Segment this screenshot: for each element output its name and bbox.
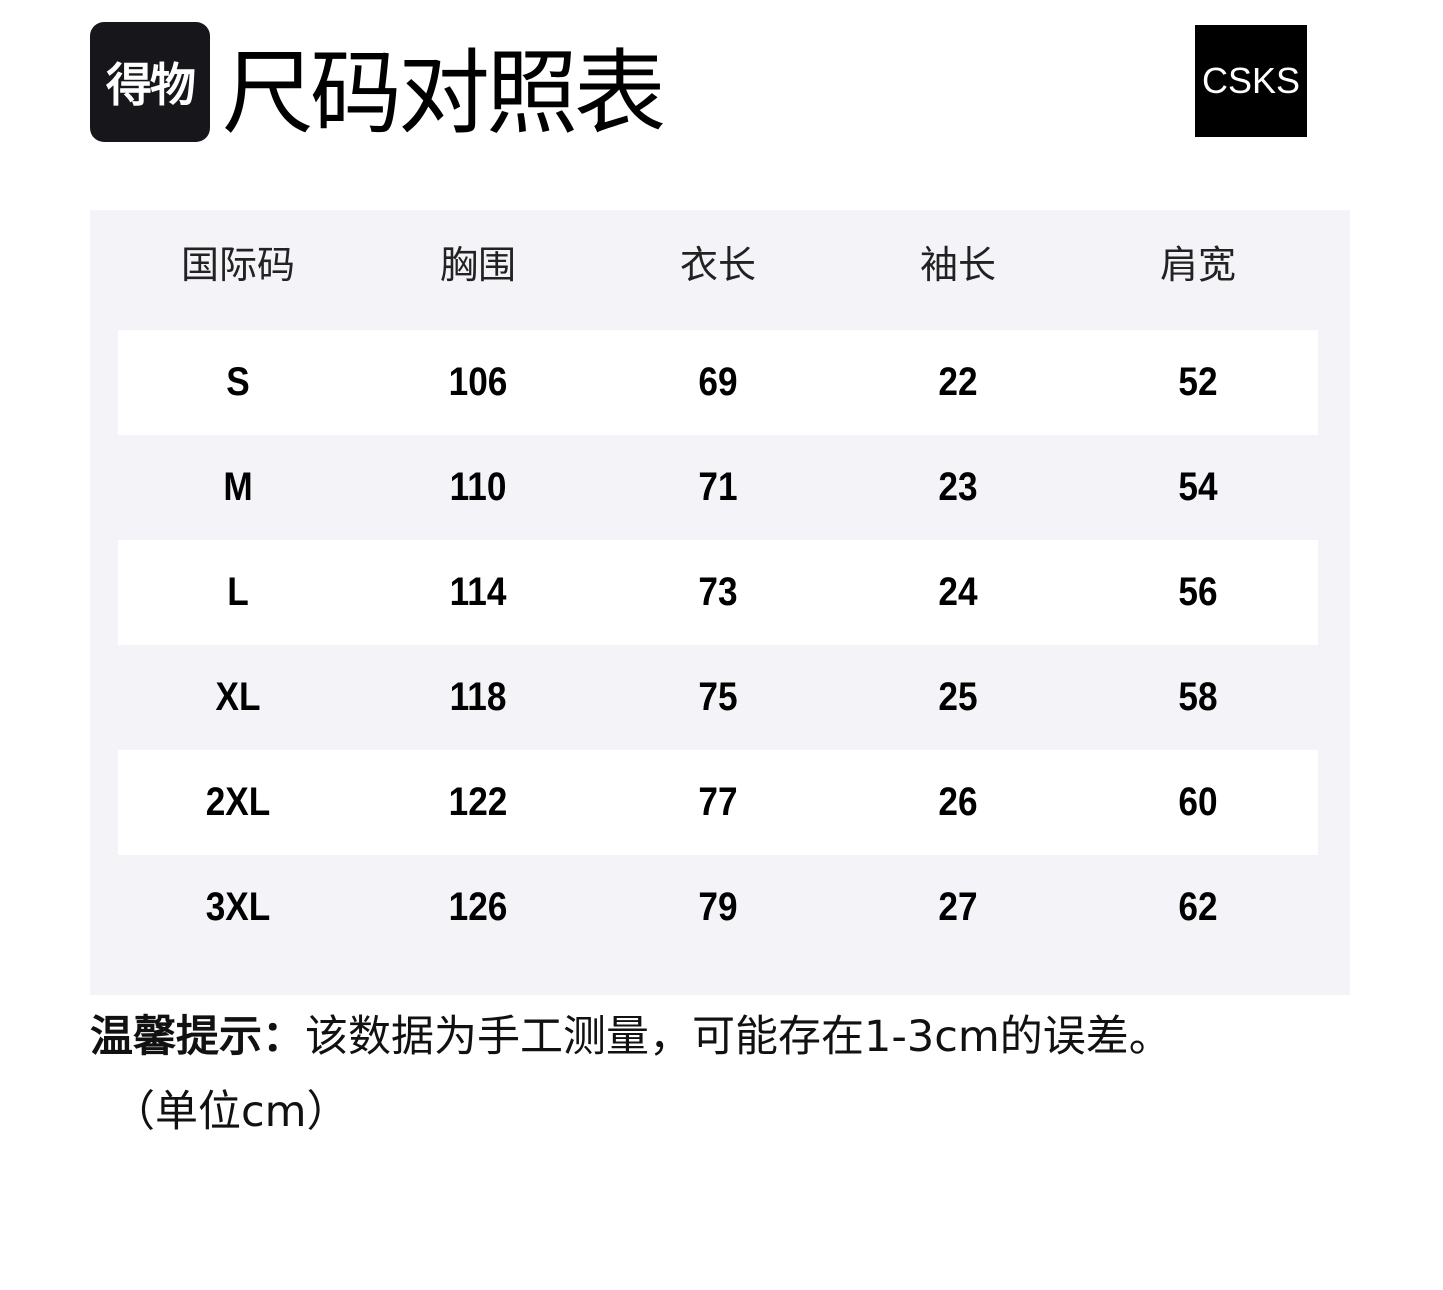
table-cell: 69 <box>698 360 738 404</box>
table-cell: 3XL <box>205 885 271 929</box>
table-cell: 79 <box>698 885 738 929</box>
table-cell: 23 <box>938 465 978 509</box>
table-cell: 25 <box>938 675 978 719</box>
brand-logo: CSKS <box>1195 25 1307 137</box>
column-header: 肩宽 <box>1159 243 1236 287</box>
tip-text: 该数据为手工测量，可能存在1-3cm的误差。 <box>305 1012 1172 1062</box>
table-cell: 54 <box>1178 465 1218 509</box>
table-cell: 126 <box>448 885 508 929</box>
table-cell: 71 <box>698 465 738 509</box>
column-header: 袖长 <box>919 243 996 287</box>
table-cell: 73 <box>698 570 738 614</box>
column-header: 国际码 <box>180 243 295 287</box>
table-row: 2XL 122 77 26 60 <box>118 750 1318 855</box>
table-cell: 56 <box>1178 570 1218 614</box>
table-cell: 52 <box>1178 360 1218 404</box>
table-cell: 77 <box>698 780 738 824</box>
table-cell: M <box>223 465 253 509</box>
unit-note: （单位cm） <box>112 1087 350 1137</box>
table-cell: L <box>227 570 249 614</box>
table-cell: 2XL <box>205 780 271 824</box>
table-cell: 106 <box>448 360 508 404</box>
column-header: 胸围 <box>439 243 516 287</box>
table-cell: 122 <box>448 780 508 824</box>
table-row: 3XL 126 79 27 62 <box>118 855 1318 960</box>
table-cell: 26 <box>938 780 978 824</box>
table-cell: 58 <box>1178 675 1218 719</box>
column-header: 衣长 <box>679 243 756 287</box>
table-cell: S <box>226 360 250 404</box>
tip-note: 温馨提示：该数据为手工测量，可能存在1-3cm的误差。 <box>90 1008 1172 1066</box>
table-cell: 22 <box>938 360 978 404</box>
dewu-logo: 得物 <box>90 22 210 142</box>
table-cell: 24 <box>938 570 978 614</box>
table-header: 国际码 胸围 衣长 袖长 肩宽 <box>118 210 1318 330</box>
table-row: S 106 69 22 52 <box>118 330 1318 435</box>
table-cell: 62 <box>1178 885 1218 929</box>
tip-label: 温馨提示： <box>90 1012 305 1062</box>
table-row: L 114 73 24 56 <box>118 540 1318 645</box>
table-cell: 60 <box>1178 780 1218 824</box>
table-cell: 114 <box>449 570 507 614</box>
table-cell: 27 <box>938 885 978 929</box>
table-cell: 110 <box>449 465 507 509</box>
table-row: XL 118 75 25 58 <box>118 645 1318 750</box>
table-row: M 110 71 23 54 <box>118 435 1318 540</box>
page-title: 尺码对照表 <box>222 40 666 147</box>
size-table: 国际码 胸围 衣长 袖长 肩宽 S 106 69 22 52 M 110 71 23 54 L 114… <box>90 210 1350 995</box>
table-cell: 75 <box>698 675 738 719</box>
table-cell: 118 <box>449 675 507 719</box>
table-cell: XL <box>215 675 261 719</box>
